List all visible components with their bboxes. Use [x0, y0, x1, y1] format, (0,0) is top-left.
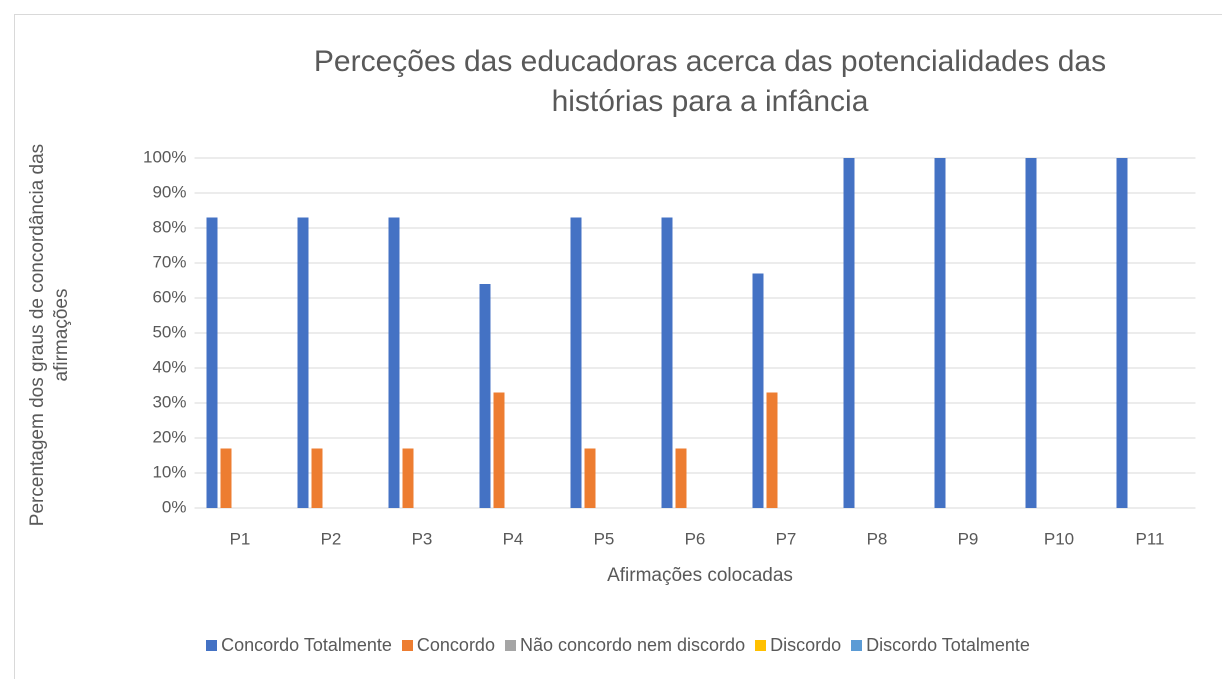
y-tick-label: 90%: [152, 182, 186, 201]
legend-marker: [755, 640, 767, 651]
bar: [206, 217, 218, 508]
chart-border: [14, 14, 1222, 679]
bar: [934, 158, 946, 508]
y-tick-label: 30%: [152, 392, 186, 411]
x-tick-label: P9: [958, 529, 979, 548]
x-tick-label: P3: [412, 529, 433, 548]
bar: [584, 448, 596, 508]
y-tick-label: 10%: [152, 462, 186, 481]
y-axis-label: Percentagem dos graus de concordância da…: [27, 143, 72, 527]
legend-marker: [401, 640, 413, 651]
bar: [311, 448, 323, 508]
x-tick-label: P8: [867, 529, 888, 548]
y-tick-label: 0%: [162, 497, 187, 516]
bar: [752, 273, 764, 508]
legend-item: Discordo Totalmente: [851, 635, 1030, 656]
legend-label: Concordo: [416, 635, 495, 655]
y-tick-label: 100%: [143, 147, 186, 166]
x-axis-label: Afirmações colocadas: [607, 565, 793, 586]
y-tick-label: 60%: [152, 287, 186, 306]
x-tick-label: P2: [321, 529, 342, 548]
y-tick-label: 20%: [152, 427, 186, 446]
legend-marker: [504, 640, 516, 651]
legend-label: Concordo Totalmente: [221, 635, 392, 655]
legend-label: Não concordo nem discordo: [519, 635, 746, 655]
bar: [675, 448, 687, 508]
x-tick-label: P11: [1136, 529, 1165, 548]
legend-item: Não concordo nem discordo: [504, 635, 746, 656]
x-tick-label: P1: [230, 529, 251, 548]
bar: [570, 217, 582, 508]
legend-item: Discordo: [755, 635, 841, 656]
legend-marker: [851, 640, 863, 651]
bar: [479, 284, 491, 508]
bar: [402, 448, 414, 508]
bar: [1116, 158, 1128, 508]
x-tick-label: P7: [776, 529, 797, 548]
x-tick-label: P4: [503, 529, 524, 548]
y-tick-label: 70%: [152, 252, 186, 271]
bar: [297, 217, 309, 508]
legend-marker: [206, 640, 218, 651]
legend-label: Discordo Totalmente: [866, 635, 1030, 655]
legend: Concordo Totalmente Concordo Não concordo …: [14, 635, 1222, 656]
x-tick-label: P10: [1044, 529, 1074, 548]
bar: [661, 217, 673, 508]
x-tick-label: P5: [594, 529, 615, 548]
bar: [388, 217, 400, 508]
bar: [220, 448, 232, 508]
bar: [843, 158, 855, 508]
bar: [493, 392, 505, 508]
y-tick-label: 50%: [152, 322, 186, 341]
y-tick-label: 40%: [152, 357, 186, 376]
legend-item: Concordo: [401, 635, 495, 656]
x-tick-label: P6: [685, 529, 706, 548]
legend-label: Discordo: [770, 635, 842, 655]
legend-item: Concordo Totalmente: [206, 635, 392, 656]
bar: [1025, 158, 1037, 508]
chart-title: Perceções das educadoras acerca das pote…: [313, 45, 1107, 118]
y-tick-label: 80%: [152, 217, 186, 236]
bar: [766, 392, 778, 508]
